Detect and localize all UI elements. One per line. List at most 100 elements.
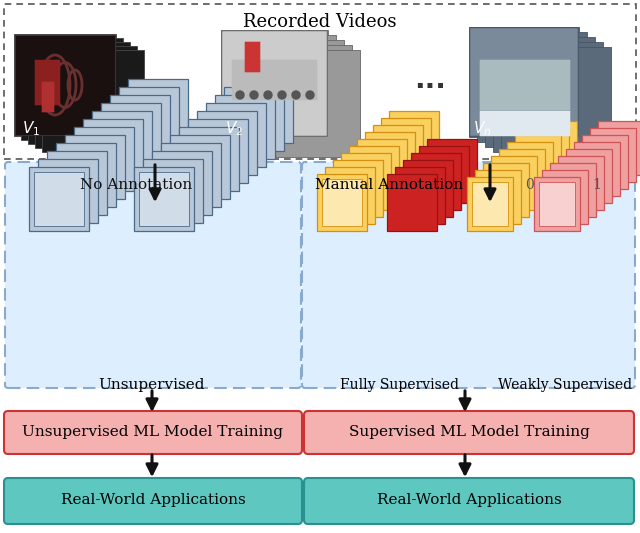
FancyBboxPatch shape <box>317 174 367 231</box>
FancyBboxPatch shape <box>128 79 188 143</box>
FancyBboxPatch shape <box>65 135 125 199</box>
FancyBboxPatch shape <box>574 142 620 196</box>
Text: Real-World Applications: Real-World Applications <box>61 493 245 507</box>
FancyBboxPatch shape <box>507 142 553 196</box>
FancyBboxPatch shape <box>403 160 453 217</box>
FancyBboxPatch shape <box>590 128 636 182</box>
FancyBboxPatch shape <box>304 478 634 524</box>
FancyBboxPatch shape <box>470 28 579 136</box>
FancyBboxPatch shape <box>152 151 212 215</box>
Text: Weakly Supervised: Weakly Supervised <box>498 378 632 392</box>
FancyBboxPatch shape <box>381 118 431 175</box>
Circle shape <box>250 91 258 99</box>
FancyBboxPatch shape <box>215 95 275 159</box>
FancyBboxPatch shape <box>357 139 407 196</box>
FancyBboxPatch shape <box>485 37 595 147</box>
FancyBboxPatch shape <box>365 132 415 189</box>
FancyBboxPatch shape <box>237 40 344 147</box>
Text: $V_1$: $V_1$ <box>22 119 40 138</box>
Text: ...: ... <box>414 66 446 94</box>
FancyBboxPatch shape <box>197 111 257 175</box>
FancyBboxPatch shape <box>38 159 98 223</box>
FancyBboxPatch shape <box>480 60 570 110</box>
FancyBboxPatch shape <box>534 177 580 231</box>
FancyBboxPatch shape <box>341 153 391 210</box>
FancyBboxPatch shape <box>467 177 513 231</box>
FancyBboxPatch shape <box>469 27 579 137</box>
FancyBboxPatch shape <box>550 163 596 217</box>
FancyBboxPatch shape <box>188 119 248 183</box>
FancyBboxPatch shape <box>229 35 336 142</box>
FancyBboxPatch shape <box>28 42 130 144</box>
Circle shape <box>236 91 244 99</box>
FancyBboxPatch shape <box>4 4 636 159</box>
FancyBboxPatch shape <box>515 135 561 189</box>
FancyBboxPatch shape <box>221 31 327 136</box>
FancyBboxPatch shape <box>499 149 545 203</box>
FancyBboxPatch shape <box>4 411 302 454</box>
FancyBboxPatch shape <box>523 128 569 182</box>
FancyBboxPatch shape <box>373 125 423 182</box>
FancyBboxPatch shape <box>179 127 239 191</box>
FancyBboxPatch shape <box>170 135 230 199</box>
FancyBboxPatch shape <box>143 159 203 223</box>
FancyBboxPatch shape <box>539 182 575 226</box>
FancyBboxPatch shape <box>480 111 570 136</box>
Text: Supervised ML Model Training: Supervised ML Model Training <box>349 425 589 439</box>
Text: 1: 1 <box>593 178 602 192</box>
FancyBboxPatch shape <box>427 139 477 196</box>
Circle shape <box>292 91 300 99</box>
FancyBboxPatch shape <box>29 167 89 231</box>
FancyBboxPatch shape <box>35 46 137 148</box>
FancyBboxPatch shape <box>582 135 628 189</box>
FancyBboxPatch shape <box>42 50 144 152</box>
FancyBboxPatch shape <box>119 87 179 151</box>
Circle shape <box>278 91 286 99</box>
Text: $V_2$: $V_2$ <box>225 119 243 138</box>
FancyBboxPatch shape <box>224 87 284 151</box>
FancyBboxPatch shape <box>531 121 577 175</box>
FancyBboxPatch shape <box>491 156 537 210</box>
Circle shape <box>264 91 272 99</box>
FancyBboxPatch shape <box>4 478 302 524</box>
Text: Manual Annotation: Manual Annotation <box>315 178 463 192</box>
FancyBboxPatch shape <box>34 172 84 226</box>
FancyBboxPatch shape <box>411 153 461 210</box>
Text: Unsupervised ML Model Training: Unsupervised ML Model Training <box>22 425 284 439</box>
FancyBboxPatch shape <box>395 167 445 224</box>
FancyBboxPatch shape <box>325 167 375 224</box>
FancyBboxPatch shape <box>134 167 194 231</box>
FancyBboxPatch shape <box>483 163 529 217</box>
FancyBboxPatch shape <box>387 174 437 231</box>
FancyBboxPatch shape <box>598 121 640 175</box>
FancyBboxPatch shape <box>5 162 301 388</box>
Text: Unsupervised: Unsupervised <box>99 378 205 392</box>
Circle shape <box>306 91 314 99</box>
FancyBboxPatch shape <box>558 156 604 210</box>
FancyBboxPatch shape <box>389 111 439 168</box>
FancyBboxPatch shape <box>101 103 161 167</box>
FancyBboxPatch shape <box>472 182 508 226</box>
FancyBboxPatch shape <box>566 149 612 203</box>
FancyBboxPatch shape <box>83 119 143 183</box>
FancyBboxPatch shape <box>501 47 611 157</box>
FancyBboxPatch shape <box>333 160 383 217</box>
Text: $V_n$: $V_n$ <box>473 119 492 138</box>
FancyBboxPatch shape <box>419 146 469 203</box>
FancyBboxPatch shape <box>110 95 170 159</box>
FancyBboxPatch shape <box>56 143 116 207</box>
FancyBboxPatch shape <box>42 82 54 112</box>
Text: Recorded Videos: Recorded Videos <box>243 13 397 31</box>
FancyBboxPatch shape <box>244 42 260 72</box>
FancyBboxPatch shape <box>302 162 635 388</box>
FancyBboxPatch shape <box>14 34 116 136</box>
FancyBboxPatch shape <box>232 60 317 100</box>
FancyBboxPatch shape <box>233 79 293 143</box>
FancyBboxPatch shape <box>322 179 362 226</box>
FancyBboxPatch shape <box>253 50 360 157</box>
Text: 0: 0 <box>525 178 534 192</box>
FancyBboxPatch shape <box>21 38 123 140</box>
Text: Real-World Applications: Real-World Applications <box>376 493 561 507</box>
FancyBboxPatch shape <box>304 411 634 454</box>
FancyBboxPatch shape <box>139 172 189 226</box>
